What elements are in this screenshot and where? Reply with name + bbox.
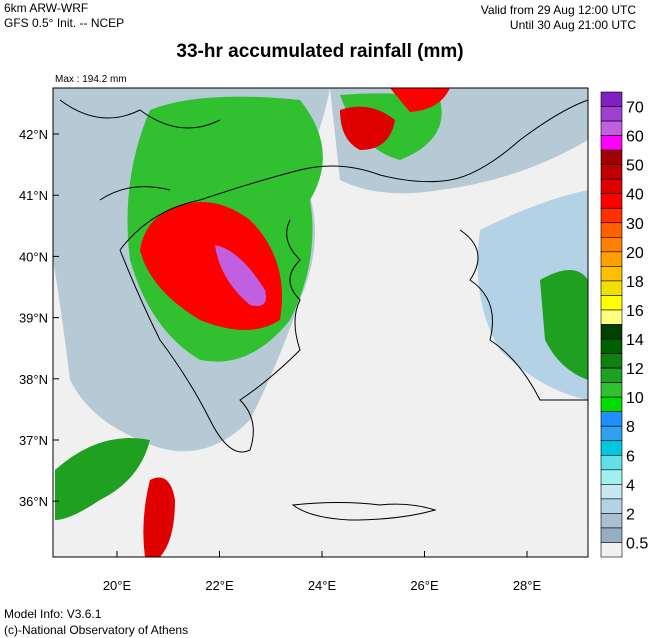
colorbar-label: 6 xyxy=(626,448,635,465)
colorbar-box xyxy=(600,440,623,456)
colorbar-label: 4 xyxy=(626,477,635,494)
rain-area xyxy=(540,270,588,380)
colorbar-label: 18 xyxy=(626,274,644,291)
colorbar-box xyxy=(600,454,623,471)
rain-area xyxy=(215,245,266,306)
colorbar-label: 8 xyxy=(626,419,635,436)
lon-label: 26°E xyxy=(410,578,439,593)
colorbar-label: 16 xyxy=(626,303,644,320)
colorbar-box xyxy=(600,106,623,122)
lon-label: 22°E xyxy=(205,578,234,593)
lat-label: 41°N xyxy=(19,188,48,203)
map-title: 33-hr accumulated rainfall (mm) xyxy=(176,41,463,62)
model-init: GFS 0.5° Init. -- NCEP xyxy=(4,16,124,30)
lon-label: 24°E xyxy=(308,578,337,593)
lat-label: 42°N xyxy=(19,127,48,142)
colorbar-box xyxy=(600,149,623,165)
colorbar-label: 30 xyxy=(626,216,644,233)
colorbar-label: 12 xyxy=(626,361,644,378)
colorbar-label: 2 xyxy=(626,506,635,523)
rain-area xyxy=(143,477,175,557)
lon-label: 20°E xyxy=(103,578,132,593)
colorbar-box xyxy=(600,207,623,224)
colorbar-box xyxy=(600,367,623,383)
rain-area xyxy=(390,88,450,112)
model-info: Model Info: V3.6.1 xyxy=(4,607,102,621)
colorbar-label: 0.5 xyxy=(626,535,648,552)
colorbar-box xyxy=(600,324,623,340)
colorbar-label: 14 xyxy=(626,332,644,349)
colorbar-box xyxy=(600,178,623,195)
colorbar-box xyxy=(600,498,623,514)
colorbar-box xyxy=(600,266,623,282)
colorbar-box xyxy=(600,309,623,325)
colorbar-box xyxy=(600,396,623,412)
colorbar-box xyxy=(600,513,623,529)
colorbar-label: 10 xyxy=(626,390,644,407)
colorbar-box xyxy=(600,237,623,253)
lat-label: 39°N xyxy=(19,311,48,326)
colorbar-label: 40 xyxy=(626,187,644,204)
colorbar-label: 20 xyxy=(626,245,644,262)
colorbar-box xyxy=(600,280,623,296)
credit: (c)-National Observatory of Athens xyxy=(4,623,188,637)
model-name: 6km ARW-WRF xyxy=(4,1,88,15)
lat-label: 37°N xyxy=(19,433,48,448)
colorbar-box xyxy=(600,120,623,136)
colorbar-box xyxy=(600,338,623,354)
map-axes: 42°N 41°N 40°N 39°N 38°N 37°N 36°N 20°E 22°E 24°E… xyxy=(19,127,542,593)
colorbar-box xyxy=(600,484,623,500)
colorbar-box xyxy=(600,469,623,485)
colorbar-box xyxy=(600,527,623,543)
colorbar-box xyxy=(600,164,623,180)
colorbar-box xyxy=(600,91,623,107)
lon-label: 28°E xyxy=(513,578,542,593)
lat-label: 38°N xyxy=(19,372,48,387)
colorbar: 70 60 50 40 30 20 18 16 14 12 10 8 6 4 2 0.5 xyxy=(600,91,648,558)
coastlines xyxy=(59,99,589,521)
colorbar-box xyxy=(600,353,623,369)
colorbar-box xyxy=(600,382,623,398)
colorbar-label: 50 xyxy=(626,158,644,175)
colorbar-box xyxy=(600,222,623,238)
lat-label: 36°N xyxy=(19,494,48,509)
valid-from: Valid from 29 Aug 12:00 UTC xyxy=(481,3,637,17)
map-field xyxy=(52,87,589,558)
colorbar-box xyxy=(600,193,623,209)
colorbar-box xyxy=(600,251,623,267)
colorbar-box xyxy=(600,542,623,558)
colorbar-box xyxy=(600,135,623,151)
rain-area xyxy=(55,438,150,520)
colorbar-box xyxy=(600,295,623,311)
rain-area xyxy=(340,106,395,150)
colorbar-label: 60 xyxy=(626,129,644,146)
lat-label: 40°N xyxy=(19,249,48,264)
map-frame xyxy=(52,87,589,558)
valid-until: Until 30 Aug 21:00 UTC xyxy=(510,18,636,32)
colorbar-box xyxy=(600,425,623,442)
colorbar-box xyxy=(600,411,623,427)
colorbar-label: 70 xyxy=(626,100,644,117)
max-value: Max : 194.2 mm xyxy=(55,74,127,85)
